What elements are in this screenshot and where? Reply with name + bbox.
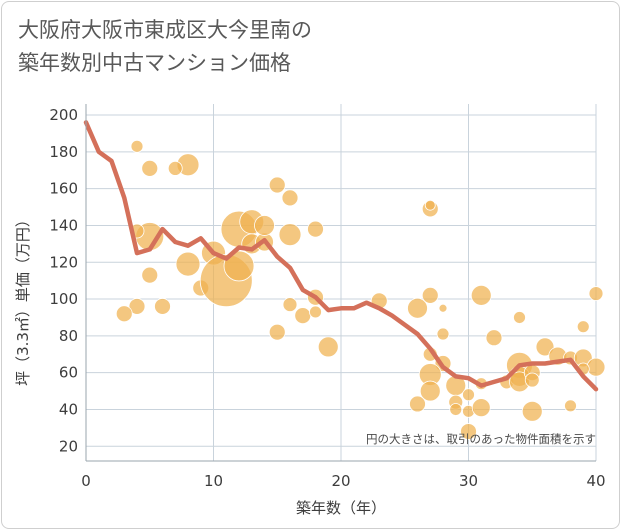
bubble-point <box>471 398 491 418</box>
bubble-point <box>576 320 590 334</box>
x-axis-title: 築年数（年） <box>296 499 386 517</box>
bubble-point <box>309 305 322 319</box>
y-tick-label: 40 <box>59 400 78 418</box>
bubble-point <box>268 323 286 341</box>
bubble-point <box>128 298 146 315</box>
bubble-point <box>436 327 450 341</box>
bubble-layer <box>115 139 606 440</box>
bubble-point <box>424 199 436 211</box>
bubble-point <box>409 395 426 413</box>
chart-title-line-2: 築年数別中古マンション価格 <box>18 51 291 75</box>
bubble-point <box>524 372 540 388</box>
y-tick-label: 100 <box>49 290 78 308</box>
y-tick-label: 80 <box>59 327 78 345</box>
y-tick-label: 60 <box>59 364 78 382</box>
bubble-point <box>278 223 302 247</box>
y-tick-label: 120 <box>49 253 78 271</box>
bubble-point <box>535 337 555 357</box>
y-tick-label: 160 <box>49 180 78 198</box>
bubble-point <box>586 357 606 377</box>
x-tick-label: 10 <box>204 472 223 490</box>
bubble-point <box>130 139 144 153</box>
x-tick-label: 20 <box>331 472 350 490</box>
bubble-size-note: 円の大きさは、取引のあった物件面積を示す <box>366 432 596 446</box>
bubble-point <box>317 336 339 358</box>
bubble-point <box>419 380 441 402</box>
bubble-point <box>460 423 477 440</box>
y-tick-label: 180 <box>49 143 78 161</box>
bubble-point <box>254 215 275 236</box>
bubble-point <box>438 303 448 313</box>
axes <box>85 104 596 462</box>
y-tick-label: 140 <box>49 216 78 234</box>
bubble-point <box>223 250 255 282</box>
chart-title: 大阪府大阪市東成区大今里南の 築年数別中古マンション価格 <box>18 14 312 80</box>
x-tick-label: 0 <box>81 472 91 490</box>
bubble-point <box>167 161 183 176</box>
bubble-point <box>141 160 159 177</box>
bubble-point <box>449 403 463 416</box>
y-axis-title: 坪（3.3㎡）単価（万円） <box>14 212 32 386</box>
bubble-point <box>513 311 526 324</box>
bubble-point <box>268 176 286 194</box>
bubble-point <box>141 266 159 284</box>
bubble-point <box>564 399 577 413</box>
bubble-point <box>281 189 299 207</box>
bubble-point <box>521 400 543 422</box>
grid-lines <box>86 104 597 461</box>
y-tick-label: 200 <box>49 106 78 124</box>
bubble-point <box>294 307 312 325</box>
bubble-point <box>485 329 503 347</box>
bubble-point <box>115 305 133 323</box>
bubble-point <box>588 286 604 301</box>
bubble-point <box>307 220 324 238</box>
bubble-point <box>407 297 428 319</box>
bubble-point <box>470 284 492 306</box>
trend-line-layer <box>83 120 599 392</box>
chart-title-line-1: 大阪府大阪市東成区大今里南の <box>18 18 312 42</box>
bubble-point <box>175 251 201 277</box>
x-tick-label: 30 <box>459 472 478 490</box>
tick-labels: 0 10 20 30 40 20 40 60 80 100 120 140 160 180 200 <box>49 106 605 490</box>
bubble-point <box>462 388 475 402</box>
bubble-point <box>421 286 439 304</box>
y-tick-label: 20 <box>59 437 78 455</box>
bubble-point <box>282 297 298 312</box>
x-tick-label: 40 <box>586 472 605 490</box>
bubble-point <box>154 298 171 315</box>
average-price-line <box>83 120 599 392</box>
